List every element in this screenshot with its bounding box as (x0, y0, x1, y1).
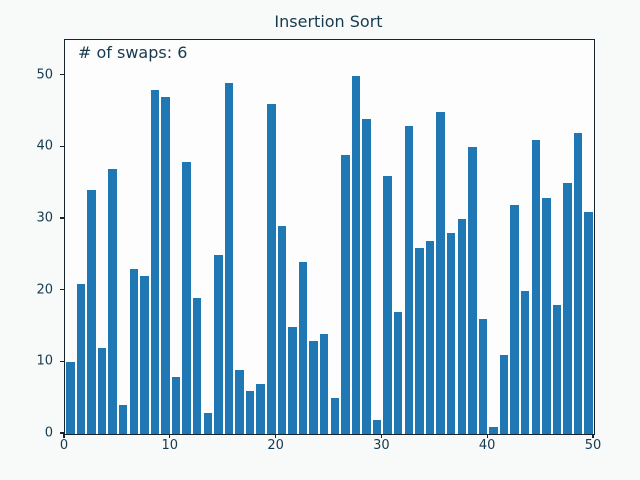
bar (171, 376, 181, 434)
bar (468, 147, 477, 434)
bars-container (65, 40, 594, 434)
y-tick-mark (60, 360, 64, 362)
y-tick-mark (60, 432, 64, 434)
y-tick-label: 10 (36, 353, 53, 369)
bar (404, 125, 414, 434)
bar (66, 362, 75, 434)
bar (161, 97, 170, 434)
x-tick-label: 10 (161, 438, 179, 453)
bar (573, 133, 583, 434)
bar (446, 233, 456, 434)
x-tick-label: 20 (267, 438, 284, 453)
bar (341, 154, 350, 434)
bar (584, 211, 593, 434)
bar (118, 405, 128, 434)
bar (489, 426, 498, 434)
bar (97, 348, 107, 434)
bar (415, 247, 424, 434)
x-tick-label: 0 (59, 438, 69, 453)
y-tick-label: 40 (36, 138, 53, 154)
bar (108, 168, 117, 434)
x-tick-mark (380, 434, 383, 438)
bar (309, 340, 318, 434)
bar (520, 290, 530, 434)
x-tick-label: 50 (584, 438, 602, 453)
bar (288, 326, 297, 434)
bar (552, 305, 562, 434)
bar (256, 383, 265, 434)
y-tick-mark (60, 74, 64, 76)
bar (457, 219, 466, 434)
x-tick-mark (486, 434, 488, 438)
bar (330, 398, 339, 434)
bar (510, 204, 519, 434)
bar (383, 176, 392, 434)
bar (563, 183, 572, 434)
chart-title: Insertion Sort (274, 12, 383, 31)
x-tick-mark (274, 434, 277, 438)
bar (394, 312, 403, 434)
y-tick-label: 20 (36, 282, 53, 298)
bar (203, 412, 213, 434)
bar (478, 319, 488, 434)
bar (235, 369, 244, 434)
bar (214, 254, 223, 434)
x-tick-mark (169, 434, 171, 438)
bar (87, 190, 96, 434)
bar (351, 75, 361, 434)
x-tick-mark (63, 434, 65, 438)
bar (436, 111, 445, 434)
bar (182, 161, 191, 434)
bar (499, 355, 509, 434)
x-tick-label: 30 (373, 438, 390, 453)
bar (245, 391, 255, 434)
bar (129, 269, 138, 434)
y-tick-label: 50 (36, 67, 53, 83)
y-tick-mark (60, 289, 64, 291)
x-tick-mark (592, 434, 594, 438)
bar (76, 283, 86, 434)
swap-count-annotation: # of swaps: 6 (78, 43, 188, 62)
plot-area: # of swaps: 6 (64, 39, 595, 435)
bar (542, 197, 551, 434)
bar (150, 90, 160, 434)
bar (362, 118, 371, 434)
y-tick-mark (60, 217, 64, 219)
bar (267, 104, 276, 434)
y-tick-label: 0 (44, 425, 53, 441)
bar (425, 240, 435, 434)
bar (298, 262, 308, 434)
bar (319, 333, 329, 434)
y-tick-mark (60, 145, 64, 148)
bar (277, 226, 287, 434)
bar (140, 276, 149, 434)
bar (224, 82, 234, 434)
bar (372, 419, 382, 434)
x-tick-label: 40 (478, 438, 496, 453)
y-tick-label: 30 (36, 210, 53, 226)
bar (193, 297, 202, 434)
bar (531, 140, 541, 434)
